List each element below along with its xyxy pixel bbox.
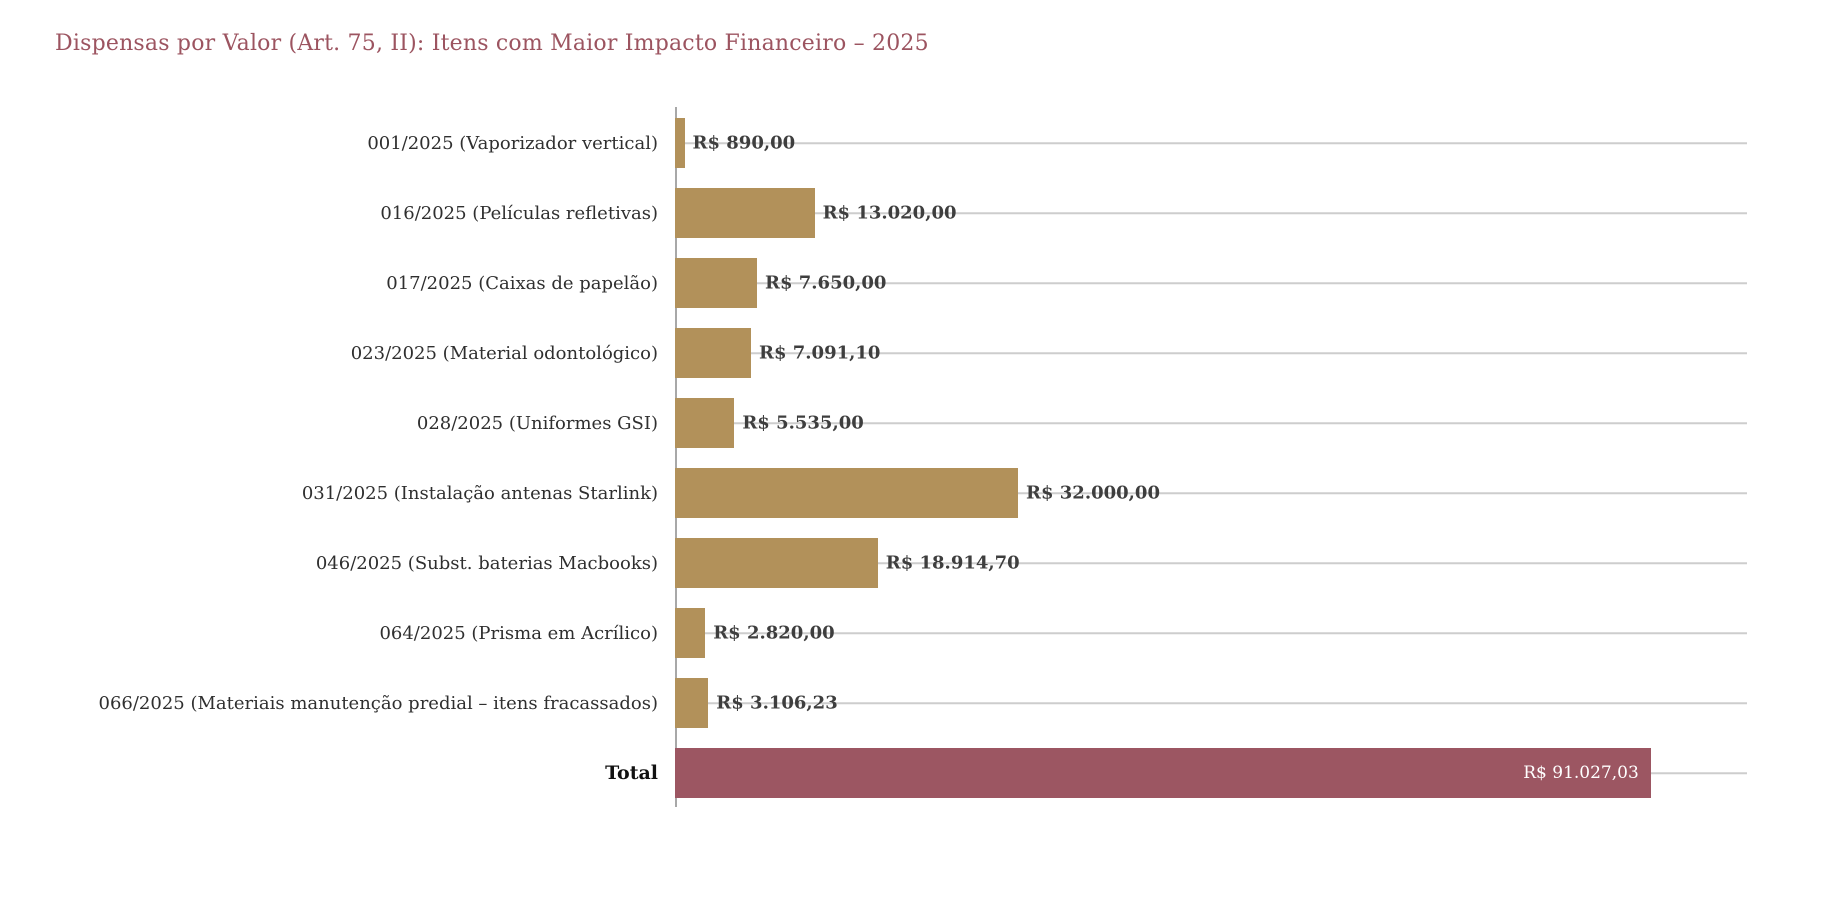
chart-row: 001/2025 (Vaporizador vertical) R$ 890,00 xyxy=(0,108,1844,178)
plot-area: R$ 91.027,03 xyxy=(675,738,1747,808)
value-label: R$ 91.027,03 xyxy=(1523,763,1639,783)
bar xyxy=(675,538,878,588)
value-label: R$ 18.914,70 xyxy=(885,552,1020,574)
bar xyxy=(675,118,685,168)
chart-row: 016/2025 (Películas refletivas) R$ 13.020… xyxy=(0,178,1844,248)
gridline xyxy=(675,632,1747,634)
chart-row: 028/2025 (Uniformes GSI) R$ 5.535,00 xyxy=(0,388,1844,458)
category-label: 001/2025 (Vaporizador vertical) xyxy=(367,132,658,154)
value-label: R$ 2.820,00 xyxy=(713,622,835,644)
plot-area: R$ 32.000,00 xyxy=(675,458,1747,528)
gridline xyxy=(675,352,1747,354)
gridline xyxy=(675,142,1747,144)
gridline xyxy=(675,212,1747,214)
chart-row: 023/2025 (Material odontológico) R$ 7.091… xyxy=(0,318,1844,388)
chart-row: 031/2025 (Instalação antenas Starlink) R$… xyxy=(0,458,1844,528)
value-label: R$ 7.650,00 xyxy=(765,272,887,294)
bar xyxy=(675,678,709,728)
plot-area: R$ 5.535,00 xyxy=(675,388,1747,458)
chart-row: 064/2025 (Prisma em Acrílico) R$ 2.820,00 xyxy=(0,598,1844,668)
category-label: 064/2025 (Prisma em Acrílico) xyxy=(379,622,658,644)
gridline xyxy=(675,702,1747,704)
value-label: R$ 890,00 xyxy=(692,132,796,154)
value-label: R$ 7.091,10 xyxy=(759,342,881,364)
gridline xyxy=(675,422,1747,424)
chart-row: 046/2025 (Subst. baterias Macbooks) R$ 18… xyxy=(0,528,1844,598)
bar xyxy=(675,608,706,658)
bar-chart-rows: 001/2025 (Vaporizador vertical) R$ 890,00… xyxy=(0,108,1844,808)
category-label: 023/2025 (Material odontológico) xyxy=(350,342,658,364)
plot-area: R$ 7.650,00 xyxy=(675,248,1747,318)
plot-area: R$ 2.820,00 xyxy=(675,598,1747,668)
plot-area: R$ 7.091,10 xyxy=(675,318,1747,388)
value-label: R$ 3.106,23 xyxy=(716,692,838,714)
bar xyxy=(675,328,752,378)
chart-title: Dispensas por Valor (Art. 75, II): Itens… xyxy=(55,31,929,56)
plot-area: R$ 18.914,70 xyxy=(675,528,1747,598)
category-label: Total xyxy=(605,762,658,784)
gridline xyxy=(675,492,1747,494)
plot-area: R$ 890,00 xyxy=(675,108,1747,178)
total-bar xyxy=(675,748,1651,798)
category-label: 016/2025 (Películas refletivas) xyxy=(380,202,658,224)
bar xyxy=(675,468,1019,518)
category-label: 046/2025 (Subst. baterias Macbooks) xyxy=(315,552,658,574)
bar xyxy=(675,188,815,238)
gridline xyxy=(675,282,1747,284)
bar xyxy=(675,258,757,308)
y-axis-line xyxy=(675,107,677,807)
category-label: 031/2025 (Instalação antenas Starlink) xyxy=(301,482,658,504)
category-label: 017/2025 (Caixas de papelão) xyxy=(386,272,658,294)
gridline xyxy=(675,562,1747,564)
chart-row: 017/2025 (Caixas de papelão) R$ 7.650,00 xyxy=(0,248,1844,318)
plot-area: R$ 3.106,23 xyxy=(675,668,1747,738)
chart-row-total: Total R$ 91.027,03 xyxy=(0,738,1844,808)
value-label: R$ 5.535,00 xyxy=(742,412,864,434)
category-label: 066/2025 (Materiais manutenção predial –… xyxy=(98,692,659,714)
chart-row: 066/2025 (Materiais manutenção predial –… xyxy=(0,668,1844,738)
value-label: R$ 13.020,00 xyxy=(822,202,957,224)
bar xyxy=(675,398,735,448)
category-label: 028/2025 (Uniformes GSI) xyxy=(416,412,658,434)
plot-area: R$ 13.020,00 xyxy=(675,178,1747,248)
value-label: R$ 32.000,00 xyxy=(1026,482,1160,504)
